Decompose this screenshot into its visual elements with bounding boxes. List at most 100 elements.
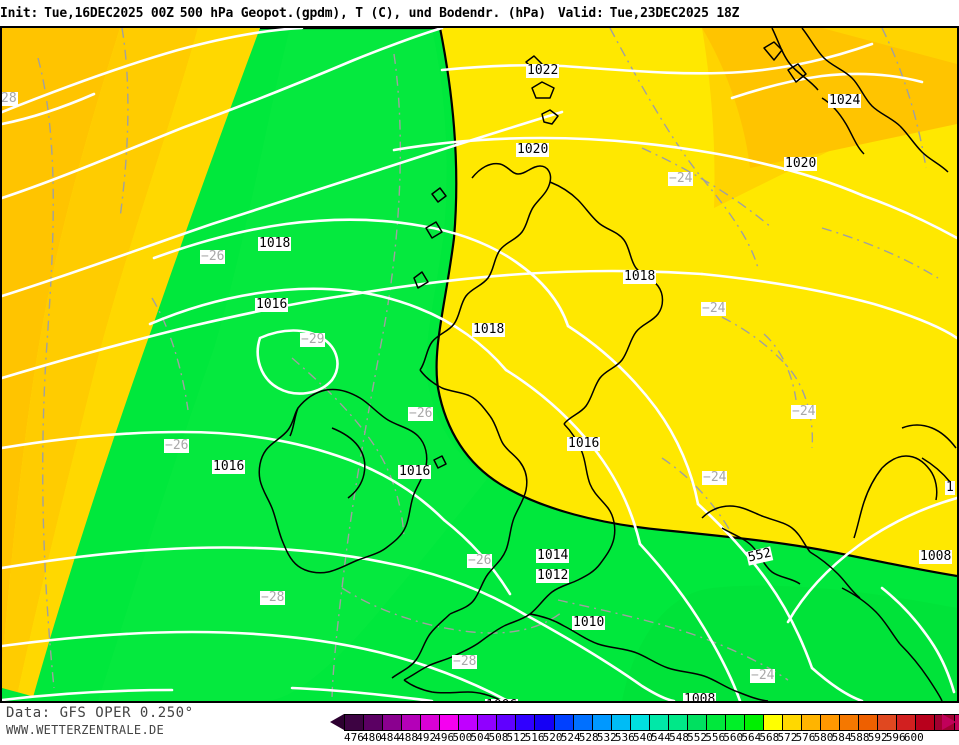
temperature-label: −28 — [260, 591, 285, 605]
isobar-label: 1016 — [212, 460, 245, 474]
isobar-label: 1 — [945, 481, 955, 495]
color-scale-tick-label: 600 — [904, 731, 924, 744]
color-swatch — [421, 715, 440, 730]
color-scale-tick-label: 512 — [507, 731, 527, 744]
color-scale-tick-label: 476 — [344, 731, 364, 744]
color-scale-tick-label: 496 — [434, 731, 454, 744]
temperature-label: −26 — [200, 250, 225, 264]
color-scale-tick-label: 484 — [380, 731, 400, 744]
color-scale-tick-label: 596 — [886, 731, 906, 744]
color-swatch — [878, 715, 897, 730]
isobar-label: 1016 — [567, 437, 600, 451]
color-scale-tick-label: 516 — [525, 731, 545, 744]
color-swatch — [783, 715, 802, 730]
isobar-label: 1018 — [258, 237, 291, 251]
color-swatch — [612, 715, 631, 730]
color-scale-tick-label: 532 — [597, 731, 617, 744]
isobar-label: 1020 — [784, 157, 817, 171]
color-swatch — [497, 715, 516, 730]
color-scale-tick-label: 564 — [741, 731, 761, 744]
temperature-label: −24 — [750, 669, 775, 683]
map-canvas — [2, 28, 957, 701]
color-scale-tick-label: 580 — [814, 731, 834, 744]
color-scale-tick-label: 548 — [669, 731, 689, 744]
color-swatch — [593, 715, 612, 730]
color-scale-tick-label: 492 — [416, 731, 436, 744]
valid-value: Tue,23DEC2025 18Z — [610, 6, 740, 21]
color-swatch — [574, 715, 593, 730]
color-scale-bar — [344, 714, 959, 731]
color-swatch — [478, 715, 497, 730]
color-swatch — [364, 715, 383, 730]
color-swatch — [440, 715, 459, 730]
temperature-label: −24 — [668, 172, 693, 186]
temperature-label: −24 — [702, 471, 727, 485]
color-swatch — [631, 715, 650, 730]
chart-footer: Data: GFS OPER 0.250° WWW.WETTERZENTRALE… — [0, 703, 959, 741]
color-scale-right-cap — [942, 714, 956, 730]
color-swatch — [535, 715, 554, 730]
color-swatch — [459, 715, 478, 730]
color-swatch — [859, 715, 878, 730]
color-swatch — [745, 715, 764, 730]
isobar-label: 1008 — [919, 550, 952, 564]
color-scale-tick-label: 488 — [398, 731, 418, 744]
isobar-label: 1022 — [526, 64, 559, 78]
temperature-label: −29 — [300, 333, 325, 347]
color-swatch — [555, 715, 574, 730]
website-line[interactable]: WWW.WETTERZENTRALE.DE — [6, 723, 194, 737]
color-swatch — [345, 715, 364, 730]
temperature-label: −26 — [408, 407, 433, 421]
color-swatch — [821, 715, 840, 730]
data-source-line: Data: GFS OPER 0.250° — [6, 705, 194, 721]
isobar-label: 1024 — [828, 94, 861, 108]
color-scale-tick-label: 560 — [723, 731, 743, 744]
temperature-label: −26 — [164, 439, 189, 453]
color-scale-tick-label: 540 — [633, 731, 653, 744]
color-scale-tick-label: 592 — [868, 731, 888, 744]
isobar-label: 1018 — [472, 323, 505, 337]
color-scale-tick-label: 500 — [452, 731, 472, 744]
init-label: Init: — [0, 6, 38, 21]
color-swatch — [650, 715, 669, 730]
color-scale-tick-label: 588 — [850, 731, 870, 744]
color-scale-tick-label: 524 — [561, 731, 581, 744]
init-value: Tue,16DEC2025 00Z — [44, 6, 174, 21]
temperature-label: −26 — [467, 554, 492, 568]
color-scale-left-cap — [330, 714, 344, 730]
color-scale-tick-label: 504 — [470, 731, 490, 744]
isobar-label: 1020 — [516, 143, 549, 157]
color-scale-tick-label: 528 — [579, 731, 599, 744]
color-scale-tick-label: 480 — [362, 731, 382, 744]
credit-block: Data: GFS OPER 0.250° WWW.WETTERZENTRALE… — [6, 705, 194, 737]
color-swatch — [402, 715, 421, 730]
isobar-label: 1018 — [623, 270, 656, 284]
color-scale-tick-label: 556 — [705, 731, 725, 744]
color-swatch — [707, 715, 726, 730]
color-swatch — [802, 715, 821, 730]
color-scale-tick-label: 536 — [615, 731, 635, 744]
isobar-label: 1010 — [572, 616, 605, 630]
temperature-label: −24 — [701, 302, 726, 316]
isobar-label: 1016 — [398, 465, 431, 479]
color-scale-tick-label: 576 — [796, 731, 816, 744]
field-description: 500 hPa Geopot.(gpdm), T (C), und Bodend… — [180, 6, 546, 21]
color-scale-tick-label: 544 — [651, 731, 671, 744]
color-swatch — [383, 715, 402, 730]
temperature-label: 28 — [0, 92, 18, 106]
color-swatch — [764, 715, 783, 730]
isobar-label: 1014 — [536, 549, 569, 563]
isobar-label: 1008 — [683, 693, 716, 703]
isobar-label: 1012 — [536, 569, 569, 583]
weather-map[interactable]: 1022 1020 1024 1020 1018 1016 1018 1018 … — [0, 26, 959, 703]
color-swatch — [897, 715, 916, 730]
color-scale-tick-label: 520 — [543, 731, 563, 744]
color-swatch — [688, 715, 707, 730]
temperature-label: −24 — [791, 405, 816, 419]
valid-label: Valid: — [558, 6, 604, 21]
color-scale-tick-label: 552 — [687, 731, 707, 744]
color-swatch — [840, 715, 859, 730]
color-swatch — [669, 715, 688, 730]
